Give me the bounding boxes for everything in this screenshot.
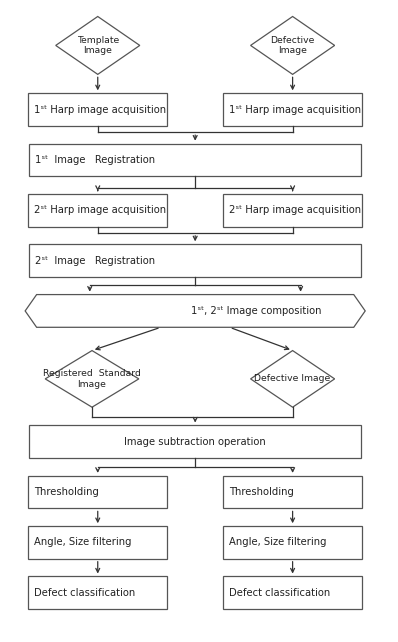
Text: Angle, Size filtering: Angle, Size filtering (34, 537, 131, 548)
Text: Defect classification: Defect classification (228, 588, 330, 598)
Bar (28, 526, 168, 559)
Polygon shape (45, 351, 139, 407)
Text: Defective
Image: Defective Image (270, 36, 315, 55)
Text: Image subtraction operation: Image subtraction operation (124, 437, 266, 447)
Text: Template
Image: Template Image (77, 36, 119, 55)
Bar (223, 526, 362, 559)
Text: 1ˢᵗ  Image   Registration: 1ˢᵗ Image Registration (35, 155, 155, 165)
Polygon shape (251, 17, 335, 74)
Polygon shape (251, 351, 335, 407)
Bar (28, 577, 168, 609)
Bar (223, 93, 362, 126)
Text: Thresholding: Thresholding (228, 487, 293, 497)
Text: Thresholding: Thresholding (34, 487, 99, 497)
Bar (223, 577, 362, 609)
Polygon shape (25, 295, 365, 327)
Text: 2ˢᵗ Harp image acquisition: 2ˢᵗ Harp image acquisition (34, 205, 166, 215)
Bar (29, 244, 361, 277)
Text: 1ˢᵗ Harp image acquisition: 1ˢᵗ Harp image acquisition (228, 105, 361, 115)
Text: Angle, Size filtering: Angle, Size filtering (228, 537, 326, 548)
Text: 1ˢᵗ Harp image acquisition: 1ˢᵗ Harp image acquisition (34, 105, 166, 115)
Text: 2ˢᵗ  Image   Registration: 2ˢᵗ Image Registration (35, 256, 155, 266)
Polygon shape (56, 17, 140, 74)
Bar (28, 194, 168, 227)
Text: Registered  Standard
Image: Registered Standard Image (43, 369, 141, 388)
Bar (28, 93, 168, 126)
Text: Defect classification: Defect classification (34, 588, 135, 598)
Text: Defective Image: Defective Image (254, 374, 331, 383)
Text: 2ˢᵗ Harp image acquisition: 2ˢᵗ Harp image acquisition (228, 205, 361, 215)
Bar (28, 476, 168, 508)
Bar (29, 426, 361, 458)
Text: 1ˢᵗ, 2ˢᵗ Image composition: 1ˢᵗ, 2ˢᵗ Image composition (191, 306, 322, 316)
Bar (223, 476, 362, 508)
Bar (29, 144, 361, 177)
Bar (223, 194, 362, 227)
